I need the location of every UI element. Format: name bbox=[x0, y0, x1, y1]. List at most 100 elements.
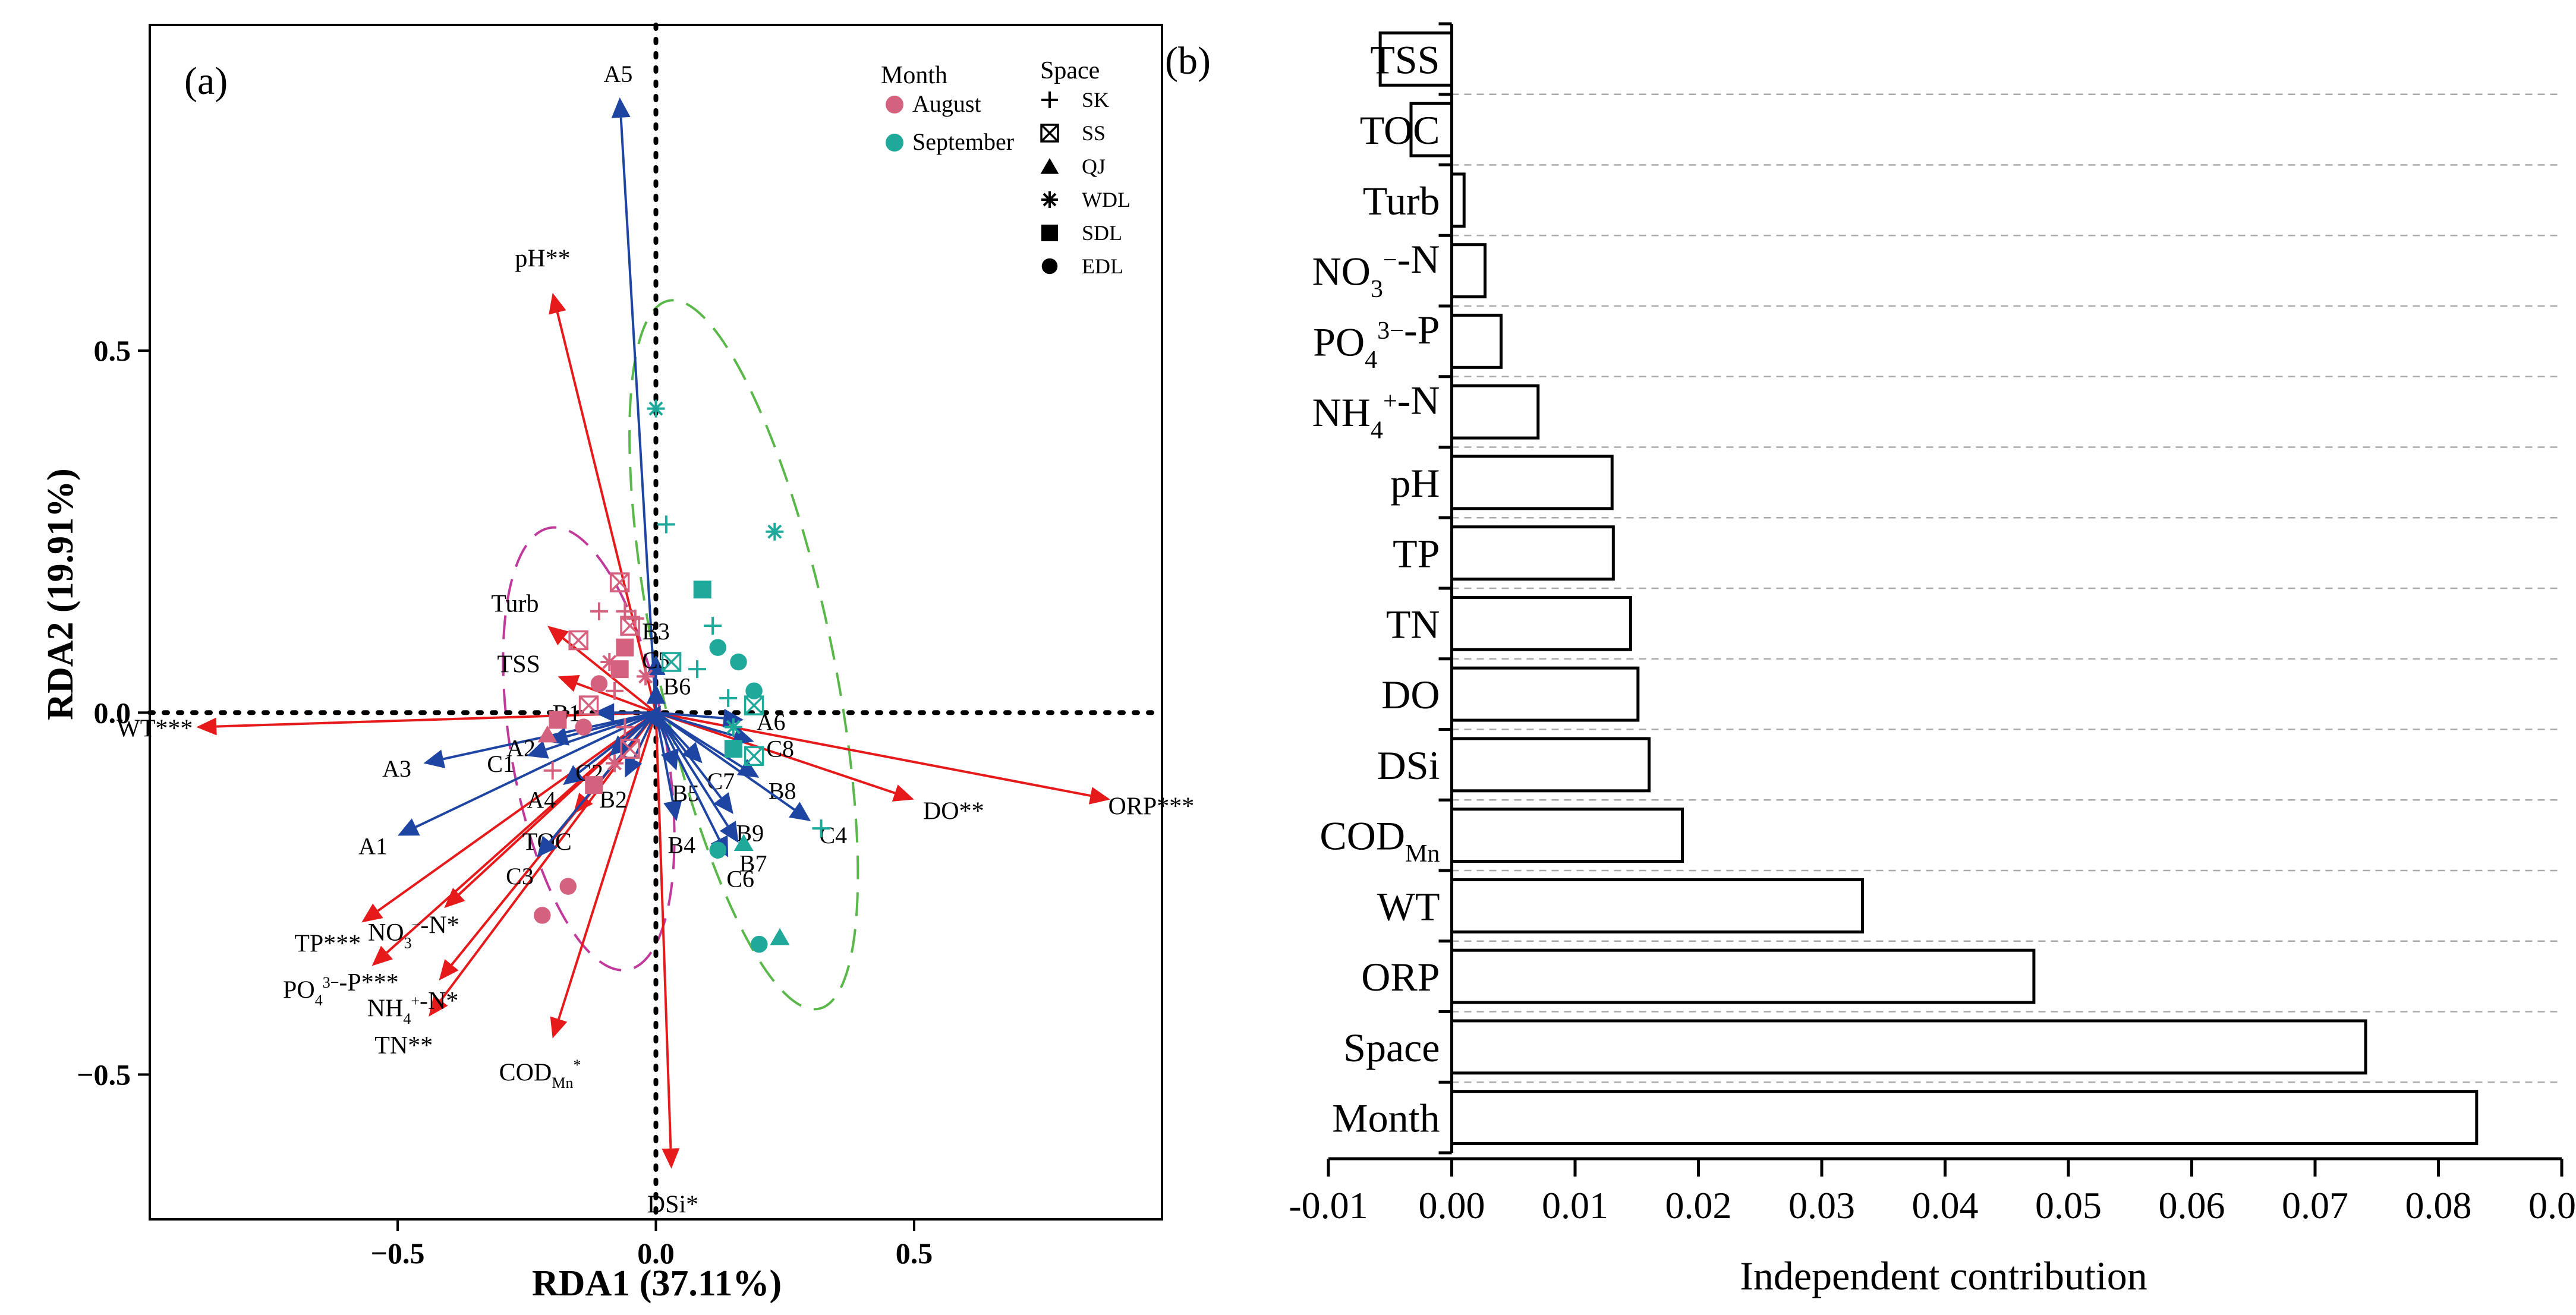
env-arrow-cod: CODMn* bbox=[499, 712, 657, 1092]
sample-point-august-ss bbox=[609, 572, 630, 592]
species-arrow-label: B4 bbox=[668, 831, 696, 858]
env-arrow-label: ORP*** bbox=[1109, 793, 1195, 821]
category-label-toc: TOC bbox=[1360, 108, 1440, 153]
sample-point-september-edl bbox=[751, 935, 768, 953]
x-tick-label: 0.5 bbox=[896, 1237, 933, 1270]
env-arrow-shaft bbox=[576, 682, 657, 714]
label-tail: -N* bbox=[420, 912, 459, 939]
category-label-cod: CODMn bbox=[1320, 813, 1440, 868]
label-tail: -N bbox=[1397, 236, 1440, 282]
y-tick-label: 0.5 bbox=[94, 334, 131, 367]
env-arrow-shaft bbox=[556, 312, 657, 713]
env-arrow-label: Turb bbox=[491, 591, 538, 618]
species-arrow-label: A1 bbox=[358, 833, 388, 860]
bar-nh bbox=[1450, 384, 1540, 440]
species-arrow-label: C1 bbox=[487, 750, 515, 777]
panel-a-legend: Month Space August September SK SS QJ WDL SDL E… bbox=[881, 57, 1130, 278]
env-arrow-head bbox=[547, 626, 569, 646]
legend-space-label: SS bbox=[1082, 121, 1106, 145]
species-arrow-a4: A4 bbox=[527, 711, 657, 813]
bar-cod bbox=[1450, 808, 1684, 863]
species-arrow-shaft bbox=[655, 711, 795, 811]
bar-ph bbox=[1450, 455, 1614, 510]
species-arrow-head bbox=[713, 792, 733, 814]
x-tick-label: 0.09 bbox=[2528, 1184, 2576, 1226]
category-labels: TSSTOCTurbNO3−-NPO43−-PNH4+-NpHTPTNDODSi… bbox=[1312, 37, 1440, 1140]
label-base: TSS bbox=[497, 651, 540, 679]
sample-point-august-ss bbox=[620, 739, 640, 759]
species-arrow-label: A5 bbox=[604, 61, 633, 87]
env-arrow-po: PO43−-P*** bbox=[283, 711, 657, 1009]
env-arrow-tp: TP*** bbox=[294, 711, 657, 957]
bar-tp bbox=[1450, 525, 1615, 581]
species-arrow-shaft bbox=[654, 712, 729, 827]
species-arrow-a1: A1 bbox=[358, 711, 657, 860]
species-arrow-head bbox=[625, 755, 643, 778]
category-label-tn: TN bbox=[1386, 601, 1440, 647]
sample-point-august-sdl bbox=[585, 776, 603, 794]
env-arrow-do: DO** bbox=[655, 711, 984, 825]
sample-point-august-wdl bbox=[600, 653, 619, 671]
panel-a-rda-biplot: WT***ORP***DO**DSi*CODMn*TN**NH4+-N*PO43… bbox=[40, 23, 1194, 1304]
sample-point-september-ss bbox=[744, 695, 764, 715]
label-tail: -N bbox=[1397, 378, 1440, 423]
species-arrow-head bbox=[609, 735, 631, 756]
species-arrow-label: A4 bbox=[527, 787, 556, 813]
sample-point-september-sdl bbox=[724, 740, 742, 758]
species-arrow-head bbox=[594, 703, 615, 723]
sample-point-august-qj bbox=[537, 725, 558, 743]
legend-space-label: SK bbox=[1082, 88, 1109, 112]
sample-point-september-ss bbox=[661, 652, 682, 672]
environment-arrows: WT***ORP***DO**DSi*CODMn*TN**NH4+-N*PO43… bbox=[116, 245, 1194, 1218]
sample-point-september-sk bbox=[657, 515, 675, 534]
category-label-tp: TP bbox=[1393, 531, 1440, 576]
legend-month-label: September bbox=[912, 128, 1014, 155]
label-base: Turb bbox=[491, 591, 538, 618]
bar-space bbox=[1450, 1019, 2367, 1075]
species-arrow-b8: B8 bbox=[655, 711, 796, 804]
sample-point-august-sk bbox=[590, 602, 608, 620]
species-arrow-c4: C4 bbox=[655, 711, 847, 849]
category-label-do: DO bbox=[1381, 672, 1440, 717]
category-label-ph: pH bbox=[1390, 461, 1440, 506]
category-label-month: Month bbox=[1332, 1096, 1440, 1141]
env-arrow-dsi: DSi* bbox=[647, 712, 698, 1219]
x-tick-label: -0.01 bbox=[1289, 1184, 1368, 1226]
sample-point-september-ss bbox=[744, 746, 764, 767]
species-arrow-head bbox=[789, 802, 811, 821]
sample-point-september-sk bbox=[812, 819, 830, 838]
panel-a-label: (a) bbox=[184, 59, 228, 103]
category-label-orp: ORP bbox=[1361, 954, 1440, 999]
env-arrow-label: DSi* bbox=[647, 1191, 698, 1219]
species-arrow-label: B7 bbox=[739, 850, 767, 876]
sample-point-august-sk bbox=[543, 761, 562, 780]
label-sup: 3− bbox=[1377, 317, 1404, 345]
sample-point-september-edl bbox=[709, 639, 727, 656]
env-arrow-orp: ORP*** bbox=[656, 711, 1195, 821]
panel-a-y-axis-label: RDA2 (19.91%) bbox=[40, 468, 81, 720]
label-base: PO bbox=[283, 977, 315, 1004]
sample-point-august-ss bbox=[568, 630, 588, 651]
species-arrow-head bbox=[527, 740, 549, 759]
species-arrow-c1: C1 bbox=[487, 711, 657, 777]
sample-point-august-edl bbox=[559, 878, 577, 895]
species-arrows: A5A1A3A2C1A4C3B1C2B2B3C5B6B4B5C7C8A6B8B9… bbox=[358, 61, 847, 893]
bar-turb bbox=[1450, 172, 1466, 228]
env-arrow-shaft bbox=[562, 637, 657, 714]
species-arrow-head bbox=[641, 705, 662, 728]
bar-tn bbox=[1450, 595, 1632, 651]
sample-point-august-wdl bbox=[605, 754, 623, 772]
label-sub: 4 bbox=[1365, 346, 1377, 374]
row-gridlines bbox=[1451, 93, 2562, 1083]
species-arrow-head bbox=[563, 765, 585, 786]
sample-point-september-edl bbox=[709, 841, 727, 859]
category-label-nh: NH4+-N bbox=[1312, 378, 1440, 444]
bar-dsi bbox=[1450, 737, 1651, 793]
env-arrow-shaft bbox=[655, 711, 896, 794]
legend-space-label: SDL bbox=[1082, 221, 1122, 245]
legend-space-title: Space bbox=[1040, 57, 1100, 84]
species-arrow-shaft bbox=[415, 711, 657, 828]
env-arrow-label: CODMn* bbox=[499, 1057, 581, 1092]
sample-point-september-edl bbox=[730, 653, 747, 671]
zero-reference-lines bbox=[147, 23, 1164, 1222]
